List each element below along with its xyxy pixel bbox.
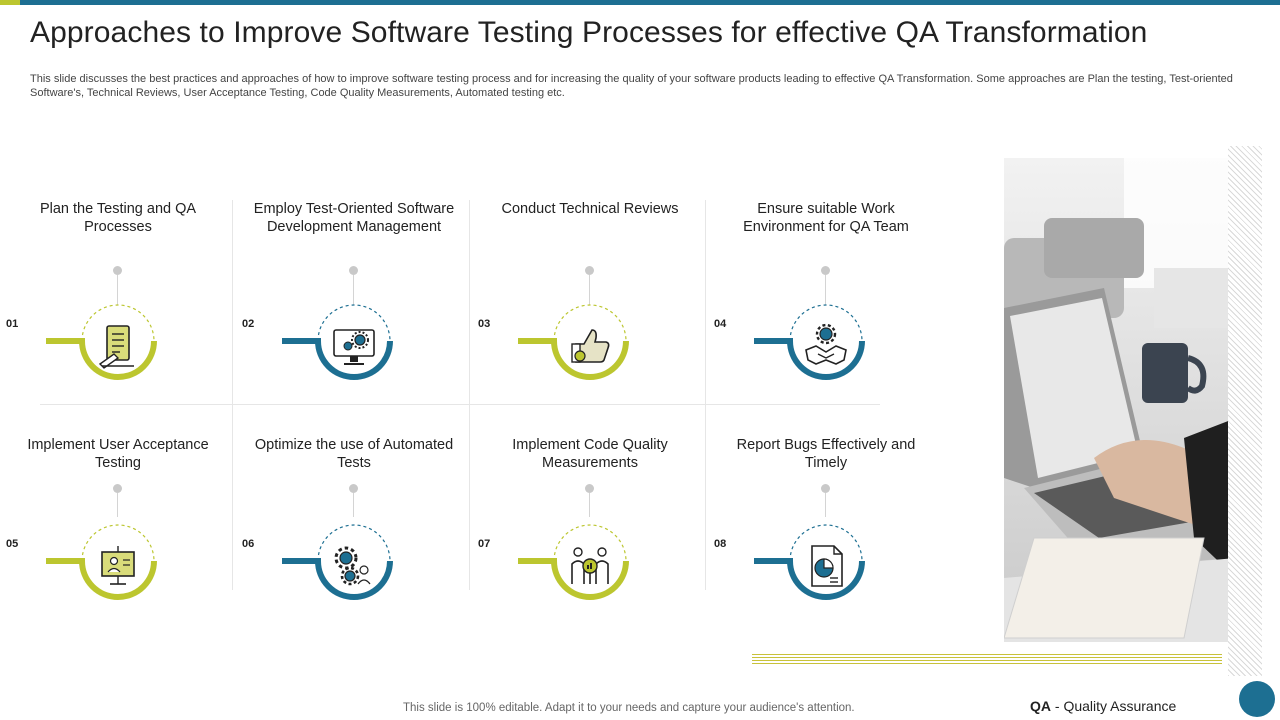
pin-dot: [821, 266, 830, 275]
approach-card-04: Ensure suitable Work Environment for QA …: [708, 200, 944, 436]
pin-line: [353, 493, 354, 517]
qa-legend: QA - Quality Assurance: [1030, 698, 1176, 714]
approach-card-02: Employ Test-Oriented Software Developmen…: [236, 200, 472, 436]
checklist-icon: [92, 320, 144, 372]
pin-line: [117, 493, 118, 517]
card-number: 07: [478, 538, 491, 550]
pin-line: [353, 275, 354, 305]
approach-card-03: Conduct Technical Reviews 03: [472, 200, 708, 436]
pin-dot: [113, 484, 122, 493]
ring-solid-arc: [46, 558, 157, 600]
divider: [705, 200, 706, 590]
ring-dashed-arc: [81, 524, 155, 562]
card-label: Implement User Acceptance Testing: [27, 437, 209, 471]
ring-inner: [321, 528, 387, 594]
approach-card-07: Implement Code Quality Measurements 07: [472, 436, 708, 672]
pin-line: [589, 493, 590, 517]
approach-card-06: Optimize the use of Automated Tests 06: [236, 436, 472, 672]
page-description: This slide discusses the best practices …: [30, 73, 1233, 99]
approach-card-08: Report Bugs Effectively and Timely 08: [708, 436, 944, 672]
pin-line: [117, 275, 118, 305]
laptop-photo: [1004, 158, 1236, 642]
ring-dashed-arc: [317, 524, 391, 562]
report-chart-icon: [800, 540, 852, 592]
ring-solid-arc: [754, 558, 865, 600]
ring-solid-arc: [518, 338, 629, 380]
pin-line: [589, 275, 590, 305]
page-title: Approaches to Improve Software Testing P…: [30, 16, 1148, 49]
card-label: Optimize the use of Automated Tests: [254, 437, 454, 471]
ring-dashed-arc: [553, 524, 627, 562]
pin-dot: [821, 484, 830, 493]
decorative-hatch: [1228, 146, 1262, 676]
pin-line: [825, 493, 826, 517]
thumbs-up-icon: [564, 320, 616, 372]
top-accent-bar: [0, 0, 1280, 5]
divider: [40, 404, 880, 405]
ring-dashed-arc: [317, 304, 391, 342]
card-label: Conduct Technical Reviews: [501, 201, 679, 217]
corner-dot: [1239, 681, 1275, 717]
pin-dot: [585, 266, 594, 275]
pin-line: [825, 275, 826, 305]
card-label: Implement Code Quality Measurements: [512, 437, 668, 471]
pin-dot: [585, 484, 594, 493]
ring-dashed-arc: [789, 304, 863, 342]
footer-note: This slide is 100% editable. Adapt it to…: [403, 702, 855, 714]
card-label: Employ Test-Oriented Software Developmen…: [253, 201, 455, 235]
ring-solid-arc: [46, 338, 157, 380]
card-number: 03: [478, 318, 491, 330]
team-analytics-icon: [564, 540, 616, 592]
card-number: 06: [242, 538, 255, 550]
approach-card-05: Implement User Acceptance Testing 05: [0, 436, 236, 672]
pin-dot: [349, 484, 358, 493]
pin-dot: [349, 266, 358, 275]
gears-icon: [328, 540, 380, 592]
top-accent-mark: [0, 0, 20, 5]
user-presentation-icon: [92, 540, 144, 592]
card-number: 01: [6, 318, 19, 330]
ring-dashed-arc: [81, 304, 155, 342]
divider: [232, 200, 233, 590]
divider: [469, 200, 470, 590]
ring-solid-arc: [518, 558, 629, 600]
decorative-stripes: [752, 654, 1222, 666]
qa-text: - Quality Assurance: [1051, 698, 1177, 714]
ring-dashed-arc: [553, 304, 627, 342]
qa-abbr: QA: [1030, 698, 1051, 714]
ring-solid-arc: [754, 338, 865, 380]
card-number: 04: [714, 318, 727, 330]
card-number: 02: [242, 318, 255, 330]
card-label: Ensure suitable Work Environment for QA …: [743, 201, 909, 235]
card-number: 05: [6, 538, 19, 550]
monitor-gear-icon: [328, 320, 380, 372]
progress-ring: [282, 524, 393, 600]
handshake-gear-icon: [800, 320, 852, 372]
ring-solid-arc: [282, 338, 393, 380]
card-label: Report Bugs Effectively and Timely: [736, 437, 916, 471]
pin-dot: [113, 266, 122, 275]
card-number: 08: [714, 538, 727, 550]
approach-card-01: Plan the Testing and QA Processes 01: [0, 200, 236, 436]
ring-solid-arc: [282, 558, 393, 600]
ring-dashed-arc: [789, 524, 863, 562]
card-label: Plan the Testing and QA Processes: [39, 201, 197, 235]
